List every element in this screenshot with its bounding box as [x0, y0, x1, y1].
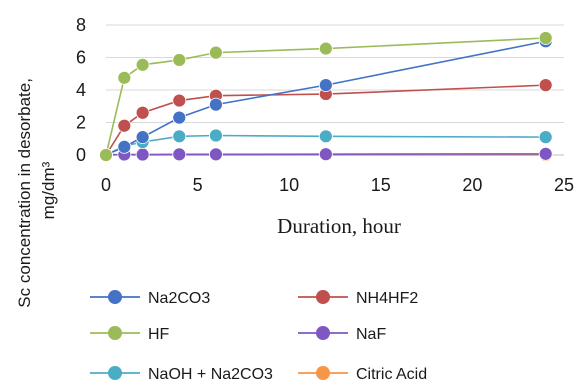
x-tick-label: 25 — [554, 175, 574, 195]
x-axis-label: Duration, hour — [277, 214, 401, 238]
data-point — [135, 105, 150, 120]
legend-label: NH4HF2 — [356, 290, 418, 307]
data-point — [135, 57, 150, 72]
legend-label: NaF — [356, 326, 386, 343]
series-na2co3 — [99, 34, 553, 162]
legend-label: HF — [148, 326, 170, 343]
data-point — [318, 129, 333, 144]
data-point — [209, 147, 223, 162]
legend-item: HF — [90, 326, 170, 343]
legend-item: NH4HF2 — [298, 290, 418, 307]
legend-item: NaF — [298, 326, 386, 343]
data-point — [538, 130, 553, 145]
x-tick-label: 15 — [371, 175, 391, 195]
y-axis-label-line-2: mg/dm³ — [39, 161, 58, 219]
legend-item: Na2CO3 — [90, 290, 210, 307]
data-point — [538, 78, 553, 93]
series-hf — [99, 31, 553, 162]
plot-area — [99, 31, 553, 162]
legend-marker — [108, 366, 122, 380]
data-point — [209, 97, 223, 112]
y-axis-label-line-1: Sc concentration in desorbate, — [15, 78, 34, 308]
legend: Na2CO3 NH4HF2 HF NaF NaOH + Na2CO3 Citric Aci… — [90, 290, 427, 383]
data-point — [99, 148, 113, 162]
legend-label: Na2CO3 — [148, 290, 210, 307]
data-point — [135, 147, 150, 162]
data-point — [172, 147, 187, 162]
data-point — [172, 53, 187, 67]
y-axis-label: Sc concentration in desorbate, mg/dm³ — [15, 73, 58, 307]
x-tick-label: 0 — [101, 175, 111, 195]
legend-marker — [108, 290, 122, 304]
data-point — [538, 31, 553, 45]
data-point — [318, 41, 333, 56]
y-tick-label: 4 — [76, 80, 86, 100]
x-tick-label: 10 — [279, 175, 299, 195]
series-naf — [99, 146, 553, 162]
legend-item: Citric Acid — [298, 366, 427, 383]
y-tick-label: 6 — [76, 48, 86, 68]
data-point — [209, 45, 223, 60]
data-point — [209, 128, 223, 143]
data-point — [318, 147, 333, 162]
legend-marker — [316, 290, 330, 304]
axis-ticks: 0 2 4 6 8 0 5 10 15 20 25 — [76, 15, 574, 195]
data-point — [172, 93, 187, 108]
y-tick-label: 8 — [76, 15, 86, 35]
legend-label: Citric Acid — [356, 366, 427, 383]
data-point — [172, 110, 187, 125]
legend-marker — [108, 326, 122, 340]
y-tick-label: 2 — [76, 113, 86, 133]
legend-marker — [316, 366, 330, 380]
x-tick-label: 20 — [462, 175, 482, 195]
legend-item: NaOH + Na2CO3 — [90, 366, 273, 383]
data-point — [117, 70, 132, 85]
data-point — [117, 118, 132, 133]
data-point — [318, 78, 333, 93]
data-point — [172, 129, 187, 144]
data-point — [135, 130, 150, 145]
legend-label: NaOH + Na2CO3 — [148, 366, 273, 383]
y-tick-label: 0 — [76, 145, 86, 165]
x-tick-label: 5 — [193, 175, 203, 195]
legend-marker — [316, 326, 330, 340]
data-point — [538, 146, 553, 161]
data-point — [117, 139, 132, 154]
